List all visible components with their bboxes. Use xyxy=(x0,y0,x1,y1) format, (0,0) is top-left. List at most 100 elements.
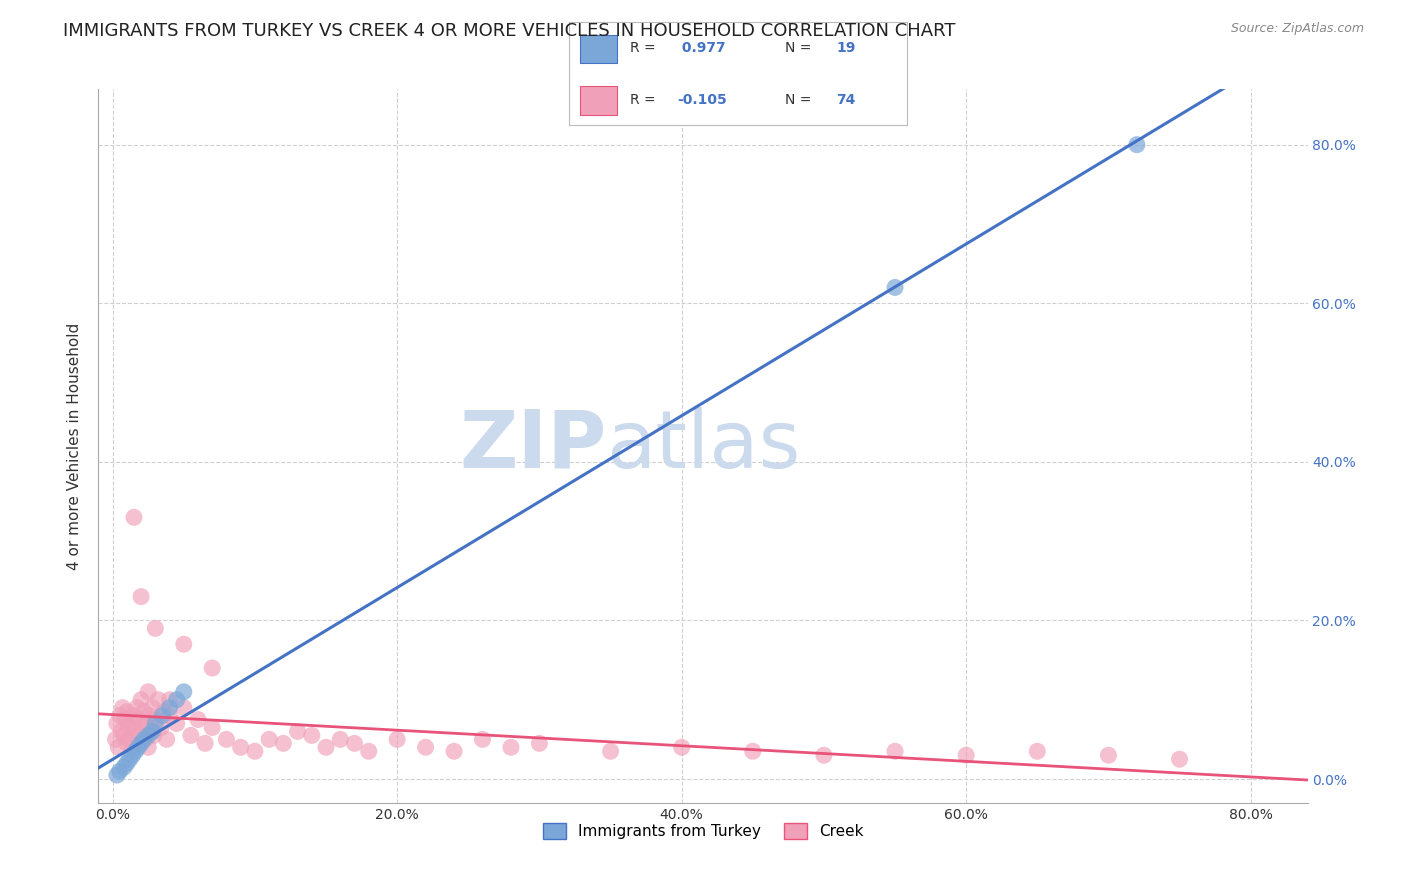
Point xyxy=(131,721,153,735)
Point xyxy=(343,736,366,750)
Y-axis label: 4 or more Vehicles in Household: 4 or more Vehicles in Household xyxy=(67,322,83,570)
Point xyxy=(229,740,252,755)
Point xyxy=(138,708,160,723)
Point xyxy=(1026,744,1049,758)
Bar xyxy=(579,86,617,114)
Point xyxy=(118,752,141,766)
Text: -0.105: -0.105 xyxy=(678,93,727,107)
Point xyxy=(127,740,149,755)
Point xyxy=(142,728,165,742)
Point xyxy=(599,744,621,758)
Point xyxy=(884,280,907,294)
Text: N =: N = xyxy=(786,93,815,107)
Point xyxy=(141,700,163,714)
Point xyxy=(125,700,148,714)
Point xyxy=(115,705,138,719)
Point xyxy=(121,740,143,755)
Point xyxy=(471,732,494,747)
Point xyxy=(884,744,907,758)
Point xyxy=(1168,752,1191,766)
Point xyxy=(112,728,135,742)
Point xyxy=(287,724,309,739)
Point xyxy=(955,748,977,763)
Point xyxy=(136,728,159,742)
Point xyxy=(741,744,763,758)
Point xyxy=(105,716,128,731)
Point xyxy=(128,713,150,727)
Text: R =: R = xyxy=(630,93,661,107)
Point xyxy=(110,724,132,739)
Point xyxy=(112,760,135,774)
Point xyxy=(139,724,162,739)
Text: 0.977: 0.977 xyxy=(678,41,725,55)
Point xyxy=(129,590,152,604)
Point xyxy=(159,708,181,723)
Point xyxy=(152,708,174,723)
Point xyxy=(108,764,131,778)
Text: R =: R = xyxy=(630,41,661,55)
Point xyxy=(143,716,166,731)
Point xyxy=(194,736,217,750)
Point xyxy=(273,736,295,750)
Point xyxy=(1126,137,1149,152)
Point xyxy=(141,724,163,739)
Point xyxy=(105,768,128,782)
Point xyxy=(117,721,139,735)
Point xyxy=(173,637,195,651)
Legend: Immigrants from Turkey, Creek: Immigrants from Turkey, Creek xyxy=(537,817,869,845)
Point xyxy=(107,740,129,755)
Point xyxy=(124,744,146,758)
Point xyxy=(156,732,179,747)
Point xyxy=(136,685,159,699)
Point xyxy=(166,692,188,706)
Point xyxy=(329,732,352,747)
Point xyxy=(243,744,266,758)
Text: ZIP: ZIP xyxy=(458,407,606,485)
Point xyxy=(121,748,143,763)
Point xyxy=(159,692,181,706)
Point xyxy=(385,732,408,747)
Point xyxy=(215,732,238,747)
Point xyxy=(129,736,152,750)
Point xyxy=(499,740,522,755)
Point xyxy=(415,740,437,755)
Text: IMMIGRANTS FROM TURKEY VS CREEK 4 OR MORE VEHICLES IN HOUSEHOLD CORRELATION CHAR: IMMIGRANTS FROM TURKEY VS CREEK 4 OR MOR… xyxy=(63,22,956,40)
Point xyxy=(118,732,141,747)
Text: Source: ZipAtlas.com: Source: ZipAtlas.com xyxy=(1230,22,1364,36)
Point xyxy=(120,716,142,731)
Point xyxy=(153,705,176,719)
Text: atlas: atlas xyxy=(606,407,800,485)
Point xyxy=(173,700,195,714)
Point xyxy=(671,740,693,755)
Point xyxy=(129,692,152,706)
Point xyxy=(150,721,173,735)
Point xyxy=(143,713,166,727)
Point xyxy=(132,705,155,719)
Point xyxy=(159,700,181,714)
Point xyxy=(146,692,169,706)
Point xyxy=(173,685,195,699)
Point xyxy=(124,724,146,739)
Point xyxy=(122,708,145,723)
Point xyxy=(122,510,145,524)
Point xyxy=(180,728,202,742)
Point xyxy=(104,732,127,747)
Point xyxy=(201,661,224,675)
Text: N =: N = xyxy=(786,41,815,55)
Point xyxy=(166,716,188,731)
Point xyxy=(1097,748,1119,763)
Point xyxy=(135,716,157,731)
Point xyxy=(529,736,551,750)
Point xyxy=(143,621,166,635)
Point xyxy=(115,736,138,750)
Point xyxy=(301,728,323,742)
Point xyxy=(115,756,138,771)
Point xyxy=(114,713,136,727)
Point xyxy=(136,740,159,755)
Text: 19: 19 xyxy=(837,41,855,55)
Point xyxy=(127,728,149,742)
Text: 74: 74 xyxy=(837,93,855,107)
Point xyxy=(134,732,156,747)
Point xyxy=(132,732,155,747)
Point xyxy=(111,700,134,714)
